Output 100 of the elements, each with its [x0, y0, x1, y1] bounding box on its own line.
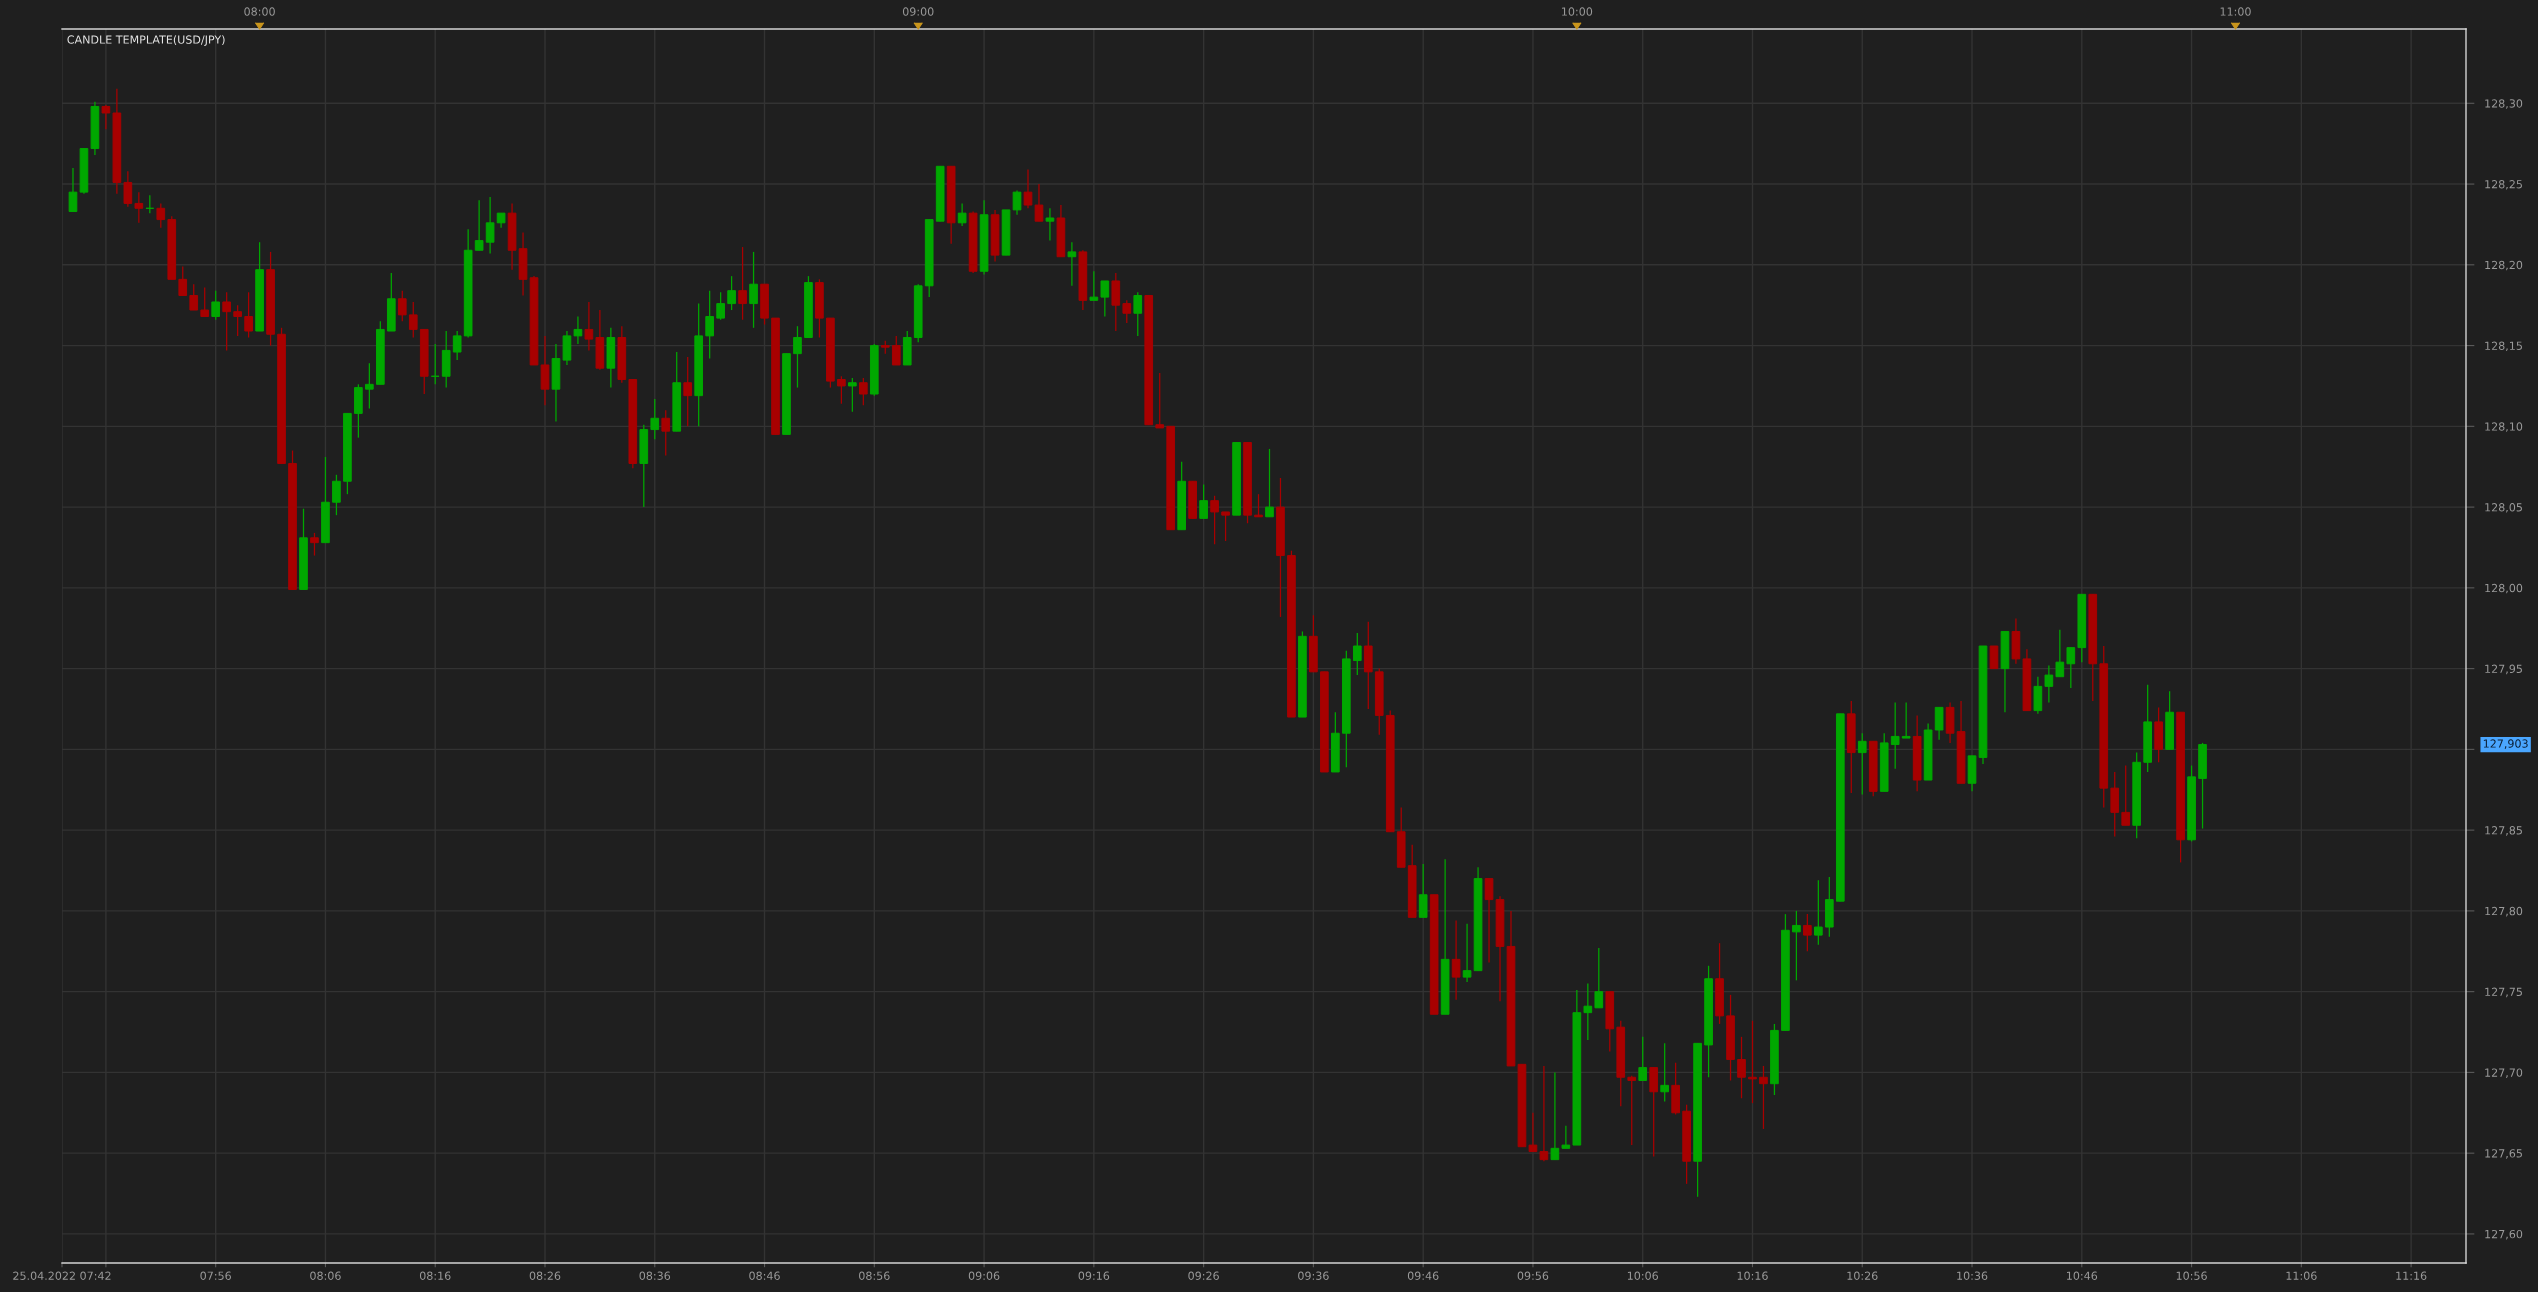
- candlestick: [1023, 168, 1033, 209]
- candlestick: [1484, 877, 1494, 964]
- candlestick: [1067, 241, 1077, 287]
- candlestick: [1814, 879, 1823, 946]
- x-tick-label: 11:16: [2396, 1271, 2427, 1280]
- y-tick-label: 127,80: [2485, 906, 2523, 917]
- x2-tick-label: 10:00: [1562, 7, 1593, 16]
- candlestick: [1528, 1112, 1538, 1153]
- candlestick: [650, 398, 660, 440]
- candlestick: [1748, 1020, 1757, 1104]
- candlestick: [1462, 923, 1472, 983]
- candlestick: [101, 104, 111, 130]
- y-tick-label: 128,00: [2485, 583, 2523, 594]
- x-tick-label: 08:46: [749, 1271, 780, 1280]
- candlestick: [1638, 1036, 1648, 1082]
- x-tick-label: 11:06: [2286, 1271, 2317, 1280]
- candlestick: [1122, 299, 1132, 324]
- candlestick: [397, 290, 407, 322]
- candlestick: [1989, 645, 1999, 670]
- y-tick-label: 128,30: [2485, 99, 2523, 109]
- candlestick: [1418, 863, 1428, 918]
- candlestick: [1451, 919, 1461, 1001]
- candlestick: [683, 356, 693, 427]
- candlestick: [1857, 732, 1867, 796]
- candlestick: [749, 251, 758, 329]
- x-tick-label: 25.04.2022 07:42: [13, 1271, 111, 1280]
- candlestick: [233, 304, 242, 337]
- candlestick: [1594, 947, 1604, 1009]
- candlestick: [1792, 910, 1801, 981]
- candlestick: [1759, 1065, 1768, 1130]
- y-tick-label: 128,25: [2485, 180, 2522, 190]
- candlestick: [2066, 646, 2076, 689]
- candlestick: [727, 275, 736, 311]
- x2-tick-label: 08:00: [244, 7, 275, 16]
- y-tick-label: 128,15: [2485, 341, 2522, 352]
- x-tick-label: 09:36: [1298, 1271, 1329, 1280]
- candlestick: [222, 291, 231, 352]
- candlestick: [837, 375, 846, 405]
- candlestick: [452, 330, 462, 361]
- candlestick: [408, 301, 418, 339]
- y-tick-label: 128,05: [2485, 503, 2522, 513]
- candlestick: [1352, 632, 1362, 676]
- candlestick: [584, 301, 594, 352]
- text: CANDLE TEMPLATE(USD/JPY): [67, 35, 225, 46]
- candlestick: [1901, 701, 1911, 739]
- candlestick: [1012, 189, 1022, 216]
- candlestick: [573, 315, 583, 345]
- candlestick: [738, 246, 747, 321]
- candlestick: [1660, 1042, 1669, 1103]
- x-tick-label: 10:26: [1847, 1271, 1878, 1280]
- candlestick: [1934, 706, 1944, 741]
- y-tick-label: 127,95: [2485, 664, 2522, 675]
- candlestick: [705, 290, 714, 360]
- x-tick-label: 07:56: [200, 1271, 231, 1280]
- text: 127,903: [2483, 739, 2528, 749]
- candlestick: [1133, 291, 1143, 337]
- x-tick-label: 09:56: [1517, 1271, 1549, 1280]
- candlestick: [1210, 495, 1219, 545]
- candlestick: [2044, 664, 2054, 704]
- x-tick-label: 10:46: [2067, 1271, 2098, 1280]
- x-tick-label: 10:56: [2176, 1271, 2207, 1280]
- candlestick: [1265, 448, 1274, 518]
- x-tick-label: 09:16: [1078, 1271, 1110, 1280]
- candlestick: [485, 196, 495, 255]
- x-tick-label: 08:36: [639, 1271, 671, 1280]
- y-tick-label: 127,70: [2485, 1068, 2523, 1078]
- candlestick: [1890, 701, 1900, 770]
- candlestick: [1561, 1125, 1571, 1149]
- x-tick-label: 10:06: [1627, 1271, 1659, 1280]
- x-tick-label: 10:36: [1957, 1271, 1988, 1280]
- candlestick: [1221, 511, 1230, 542]
- candlestick: [2121, 764, 2131, 826]
- candlestick: [1034, 183, 1044, 222]
- candlestick: [200, 286, 210, 318]
- candlestick: [1155, 372, 1165, 429]
- y-tick-label: 127,60: [2485, 1229, 2523, 1240]
- y-tick-label: 127,85: [2485, 826, 2522, 836]
- candlestick: [716, 291, 725, 321]
- candlestick: [848, 377, 857, 413]
- candlestick: [1627, 1075, 1637, 1146]
- candlestick: [1803, 913, 1812, 952]
- candlestick: [1583, 982, 1593, 1041]
- x2-tick-label: 11:00: [2220, 7, 2251, 16]
- candlestick: [891, 335, 901, 366]
- candlestick: [474, 199, 484, 251]
- candlestick: [310, 532, 319, 557]
- candlestick: [1550, 1071, 1560, 1161]
- x-tick-label: 08:06: [310, 1271, 341, 1280]
- candlestick: [189, 283, 199, 311]
- candlestick: [2055, 629, 2065, 678]
- y-tick-label: 127,75: [2485, 987, 2522, 998]
- x-tick-label: 09:26: [1188, 1271, 1219, 1280]
- candlestick: [211, 290, 221, 321]
- x-tick-label: 08:26: [529, 1271, 561, 1280]
- candlestick: [793, 325, 802, 389]
- candlestick: [859, 377, 868, 406]
- x2-tick-label: 09:00: [902, 7, 934, 16]
- candlestick: [332, 474, 341, 516]
- candlestick: [1539, 1065, 1549, 1162]
- candlestick: [156, 202, 166, 229]
